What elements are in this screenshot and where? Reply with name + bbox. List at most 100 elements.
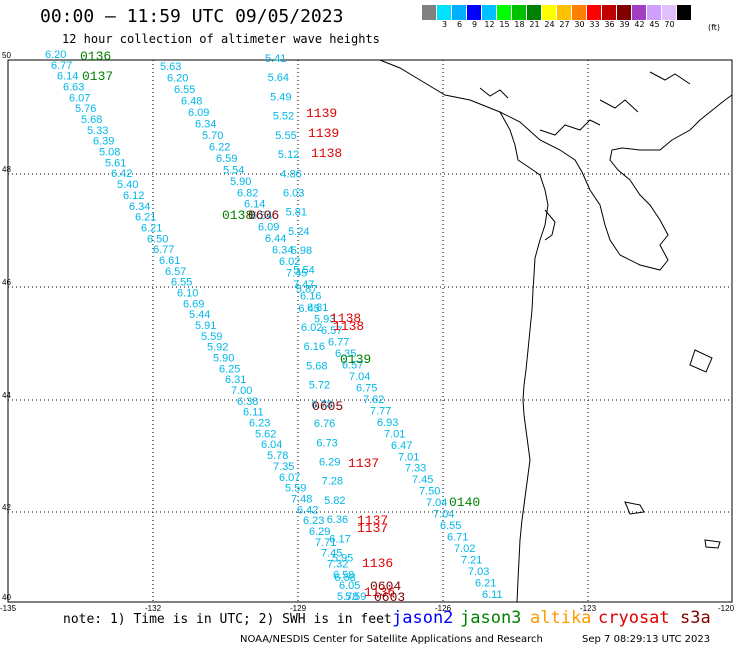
wave-height-value: 6.16 xyxy=(300,291,321,303)
lat-label: 42 xyxy=(2,503,11,512)
scale-swatch xyxy=(542,5,557,20)
wave-height-value: 6.35 xyxy=(335,348,356,360)
scale-swatch xyxy=(467,5,482,20)
pass-id-label: 0605 xyxy=(312,399,343,414)
wave-height-value: 6.11 xyxy=(482,589,503,601)
wave-height-value: 6.22 xyxy=(209,141,230,153)
wave-height-value: 5.64 xyxy=(268,72,289,84)
wave-height-value: 7.28 xyxy=(322,476,343,488)
wave-height-value: 5.24 xyxy=(288,226,309,238)
scale-swatch xyxy=(617,5,632,20)
wave-height-value: 5.95 xyxy=(332,553,353,565)
wave-height-value: 5.33 xyxy=(87,125,108,137)
wave-height-value: 6.04 xyxy=(261,439,282,451)
pass-id-label: 0139 xyxy=(340,352,371,367)
wave-height-value: 6.57 xyxy=(165,266,186,278)
wave-height-value: 6.14 xyxy=(57,71,78,83)
wave-height-value: 6.77 xyxy=(328,337,349,349)
wave-height-value: 6.16 xyxy=(304,341,325,353)
map-grid xyxy=(8,60,732,602)
page-title: 00:00 – 11:59 UTC 09/05/2023 xyxy=(40,6,344,27)
wave-height-value: 5.68 xyxy=(81,114,102,126)
scale-label: 45 xyxy=(649,20,660,29)
wave-height-value: 6.39 xyxy=(93,136,114,148)
wave-height-value: 6.55 xyxy=(440,520,461,532)
coastline xyxy=(379,59,733,603)
wave-height-value: 5.76 xyxy=(75,103,96,115)
wave-height-value: 5.40 xyxy=(117,179,138,191)
wave-height-value: 7.35 xyxy=(273,461,294,473)
wave-height-value: 7.00 xyxy=(231,385,252,397)
wave-height-value: 6.20 xyxy=(167,73,188,85)
scale-label: 21 xyxy=(529,20,540,29)
scale-swatch xyxy=(572,5,587,20)
scale-label: 27 xyxy=(559,20,570,29)
wave-height-value: 6.11 xyxy=(243,407,264,419)
pass-id-label: 0604 xyxy=(370,579,401,594)
wave-height-value: 6.09 xyxy=(188,107,209,119)
wave-height-value: 6.69 xyxy=(183,298,204,310)
wave-height-value: 6.47 xyxy=(391,440,412,452)
scale-label: 18 xyxy=(514,20,525,29)
lat-label: 44 xyxy=(2,391,11,400)
wave-height-value: 5.49 xyxy=(270,91,291,103)
pass-id-label: 1138 xyxy=(311,146,342,161)
legend-jason3: jason3 xyxy=(460,608,521,628)
scale-label: 6 xyxy=(456,20,463,29)
wave-height-value: 6.54 xyxy=(251,210,272,222)
lat-label: 46 xyxy=(2,278,11,287)
lon-label: -120 xyxy=(718,604,735,613)
wave-height-value: 5.12 xyxy=(278,149,299,161)
wave-height-value: 5.61 xyxy=(105,157,126,169)
scale-swatch xyxy=(587,5,602,20)
wave-height-value: 5.55 xyxy=(275,130,296,142)
pass-id-label: 1136 xyxy=(364,585,395,600)
wave-height-value: 7.33 xyxy=(405,463,426,475)
wave-height-value: 6.05 xyxy=(339,580,360,592)
color-scale-swatches xyxy=(422,5,692,20)
legend-label: altika xyxy=(530,608,592,628)
pass-id-label: 1136 xyxy=(362,556,393,571)
wave-height-value: 6.63 xyxy=(63,82,84,94)
map-frame xyxy=(7,59,733,603)
track-values: 6.206.776.146.636.075.765.685.336.395.08… xyxy=(45,49,503,603)
pass-id-label: 0137 xyxy=(82,69,113,84)
wave-height-value: 6.34 xyxy=(129,201,150,213)
wave-height-value: 7.04 xyxy=(426,497,447,509)
lon-label: -126 xyxy=(435,604,452,613)
wave-height-value: 5.54 xyxy=(223,164,244,176)
scale-label: 39 xyxy=(619,20,630,29)
scale-label: 15 xyxy=(499,20,510,29)
scale-swatch xyxy=(437,5,452,20)
wave-height-value: 6.78 xyxy=(311,399,332,411)
wave-height-value: 6.31 xyxy=(225,374,246,386)
wave-height-value: 6.34 xyxy=(195,118,216,130)
wave-height-value: 6.38 xyxy=(237,396,258,408)
scale-swatch xyxy=(662,5,677,20)
scale-label: 30 xyxy=(574,20,585,29)
wave-height-value: 7.21 xyxy=(461,555,482,567)
wave-height-value: 5.81 xyxy=(286,207,307,219)
wave-height-value: 6.57 xyxy=(342,359,363,371)
scale-swatch xyxy=(677,5,692,20)
wave-height-value: 6.12 xyxy=(123,190,144,202)
pass-id-label: 0140 xyxy=(449,495,480,510)
scale-swatch xyxy=(527,5,542,20)
pass-id-label: 1139 xyxy=(306,106,337,121)
generated-time: Sep 7 08:29:13 UTC 2023 xyxy=(582,634,711,645)
scale-swatch xyxy=(512,5,527,20)
scale-swatch xyxy=(482,5,497,20)
legend-label: jason3 xyxy=(460,608,522,628)
wave-height-value: 6.55 xyxy=(171,277,192,289)
wave-height-value: 5.98 xyxy=(291,245,312,257)
wave-height-value: 6.48 xyxy=(181,95,202,107)
wave-height-value: 6.75 xyxy=(356,382,377,394)
scale-label: 42 xyxy=(634,20,645,29)
wave-height-value: 6.29 xyxy=(319,457,340,469)
wave-height-value: 5.90 xyxy=(213,353,234,365)
lat-label: 40 xyxy=(2,593,11,602)
wave-height-value: 6.42 xyxy=(297,504,318,516)
pass-id-label: 0136 xyxy=(80,49,111,64)
wave-height-value: 7.45 xyxy=(321,548,342,560)
